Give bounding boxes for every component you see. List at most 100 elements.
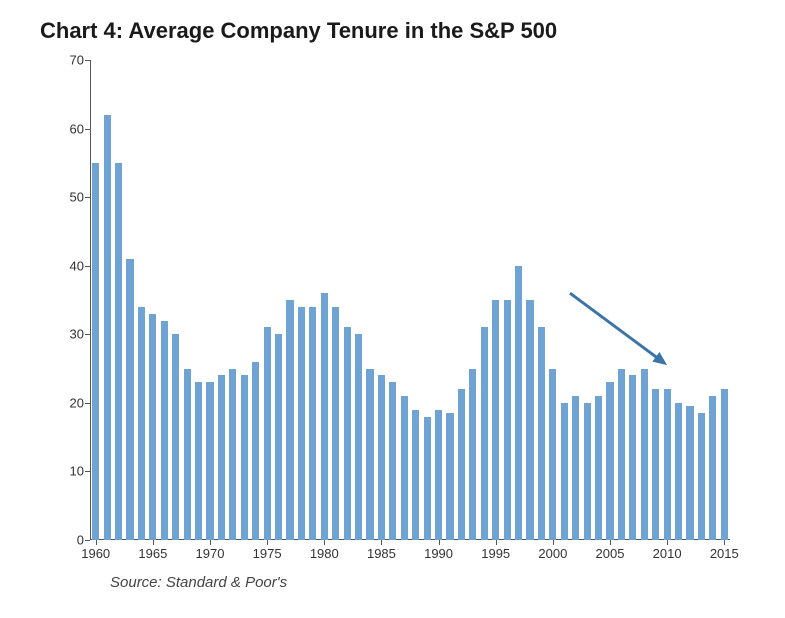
x-tick-mark <box>724 540 725 545</box>
y-tick-label: 30 <box>44 327 84 342</box>
y-tick-mark <box>85 266 90 267</box>
bar <box>309 307 316 540</box>
bar <box>161 321 168 540</box>
bar <box>606 382 613 540</box>
bar <box>572 396 579 540</box>
x-tick-label: 1975 <box>253 546 282 561</box>
bar <box>435 410 442 540</box>
y-tick-mark <box>85 471 90 472</box>
y-tick-mark <box>85 540 90 541</box>
bar <box>469 369 476 540</box>
bar <box>172 334 179 540</box>
bars-group <box>90 60 730 540</box>
y-tick-label: 50 <box>44 190 84 205</box>
bar <box>526 300 533 540</box>
bar <box>492 300 499 540</box>
bar <box>104 115 111 540</box>
x-tick-label: 2015 <box>710 546 739 561</box>
x-tick-label: 1980 <box>310 546 339 561</box>
x-tick-label: 2000 <box>538 546 567 561</box>
x-tick-label: 2005 <box>596 546 625 561</box>
bar <box>412 410 419 540</box>
x-tick-label: 2010 <box>653 546 682 561</box>
x-tick-mark <box>667 540 668 545</box>
x-tick-mark <box>496 540 497 545</box>
bar <box>538 327 545 540</box>
x-tick-label: 1985 <box>367 546 396 561</box>
bar <box>344 327 351 540</box>
y-tick-label: 40 <box>44 258 84 273</box>
bar <box>458 389 465 540</box>
y-tick-label: 70 <box>44 53 84 68</box>
y-tick-label: 0 <box>44 533 84 548</box>
y-tick-mark <box>85 60 90 61</box>
bar <box>675 403 682 540</box>
bar <box>332 307 339 540</box>
plot-area: 0102030405060701960196519701975198019851… <box>90 60 730 540</box>
x-tick-mark <box>153 540 154 545</box>
bar <box>721 389 728 540</box>
bar <box>549 369 556 540</box>
x-tick-mark <box>553 540 554 545</box>
bar <box>126 259 133 540</box>
bar <box>561 403 568 540</box>
bar <box>252 362 259 540</box>
bar <box>355 334 362 540</box>
y-tick-mark <box>85 129 90 130</box>
bar <box>686 406 693 540</box>
y-tick-mark <box>85 334 90 335</box>
x-tick-mark <box>267 540 268 545</box>
bar <box>652 389 659 540</box>
x-tick-label: 1960 <box>81 546 110 561</box>
y-tick-mark <box>85 197 90 198</box>
bar <box>401 396 408 540</box>
source-text: Source: Standard & Poor's <box>110 574 287 591</box>
bar <box>92 163 99 540</box>
x-tick-mark <box>96 540 97 545</box>
x-tick-mark <box>381 540 382 545</box>
bar <box>149 314 156 540</box>
bar <box>264 327 271 540</box>
bar <box>446 413 453 540</box>
x-tick-mark <box>210 540 211 545</box>
x-tick-label: 1965 <box>138 546 167 561</box>
y-tick-mark <box>85 403 90 404</box>
bar <box>378 375 385 540</box>
bar <box>115 163 122 540</box>
chart-title: Chart 4: Average Company Tenure in the S… <box>40 18 557 44</box>
chart-container: Chart 4: Average Company Tenure in the S… <box>0 0 785 618</box>
bar <box>481 327 488 540</box>
bar <box>286 300 293 540</box>
bar <box>584 403 591 540</box>
bar <box>184 369 191 540</box>
bar <box>275 334 282 540</box>
y-tick-label: 60 <box>44 121 84 136</box>
y-tick-label: 20 <box>44 395 84 410</box>
bar <box>218 375 225 540</box>
x-tick-mark <box>439 540 440 545</box>
bar <box>504 300 511 540</box>
bar <box>229 369 236 540</box>
bar <box>641 369 648 540</box>
bar <box>241 375 248 540</box>
x-tick-label: 1990 <box>424 546 453 561</box>
bar <box>138 307 145 540</box>
bar <box>195 382 202 540</box>
bar <box>424 417 431 540</box>
bar <box>664 389 671 540</box>
bar <box>366 369 373 540</box>
x-tick-mark <box>610 540 611 545</box>
bar <box>206 382 213 540</box>
bar <box>618 369 625 540</box>
x-tick-label: 1970 <box>196 546 225 561</box>
bar <box>515 266 522 540</box>
bar <box>389 382 396 540</box>
bar <box>298 307 305 540</box>
y-tick-label: 10 <box>44 464 84 479</box>
bar <box>595 396 602 540</box>
bar <box>709 396 716 540</box>
x-tick-mark <box>324 540 325 545</box>
bar <box>698 413 705 540</box>
x-tick-label: 1995 <box>481 546 510 561</box>
bar <box>629 375 636 540</box>
